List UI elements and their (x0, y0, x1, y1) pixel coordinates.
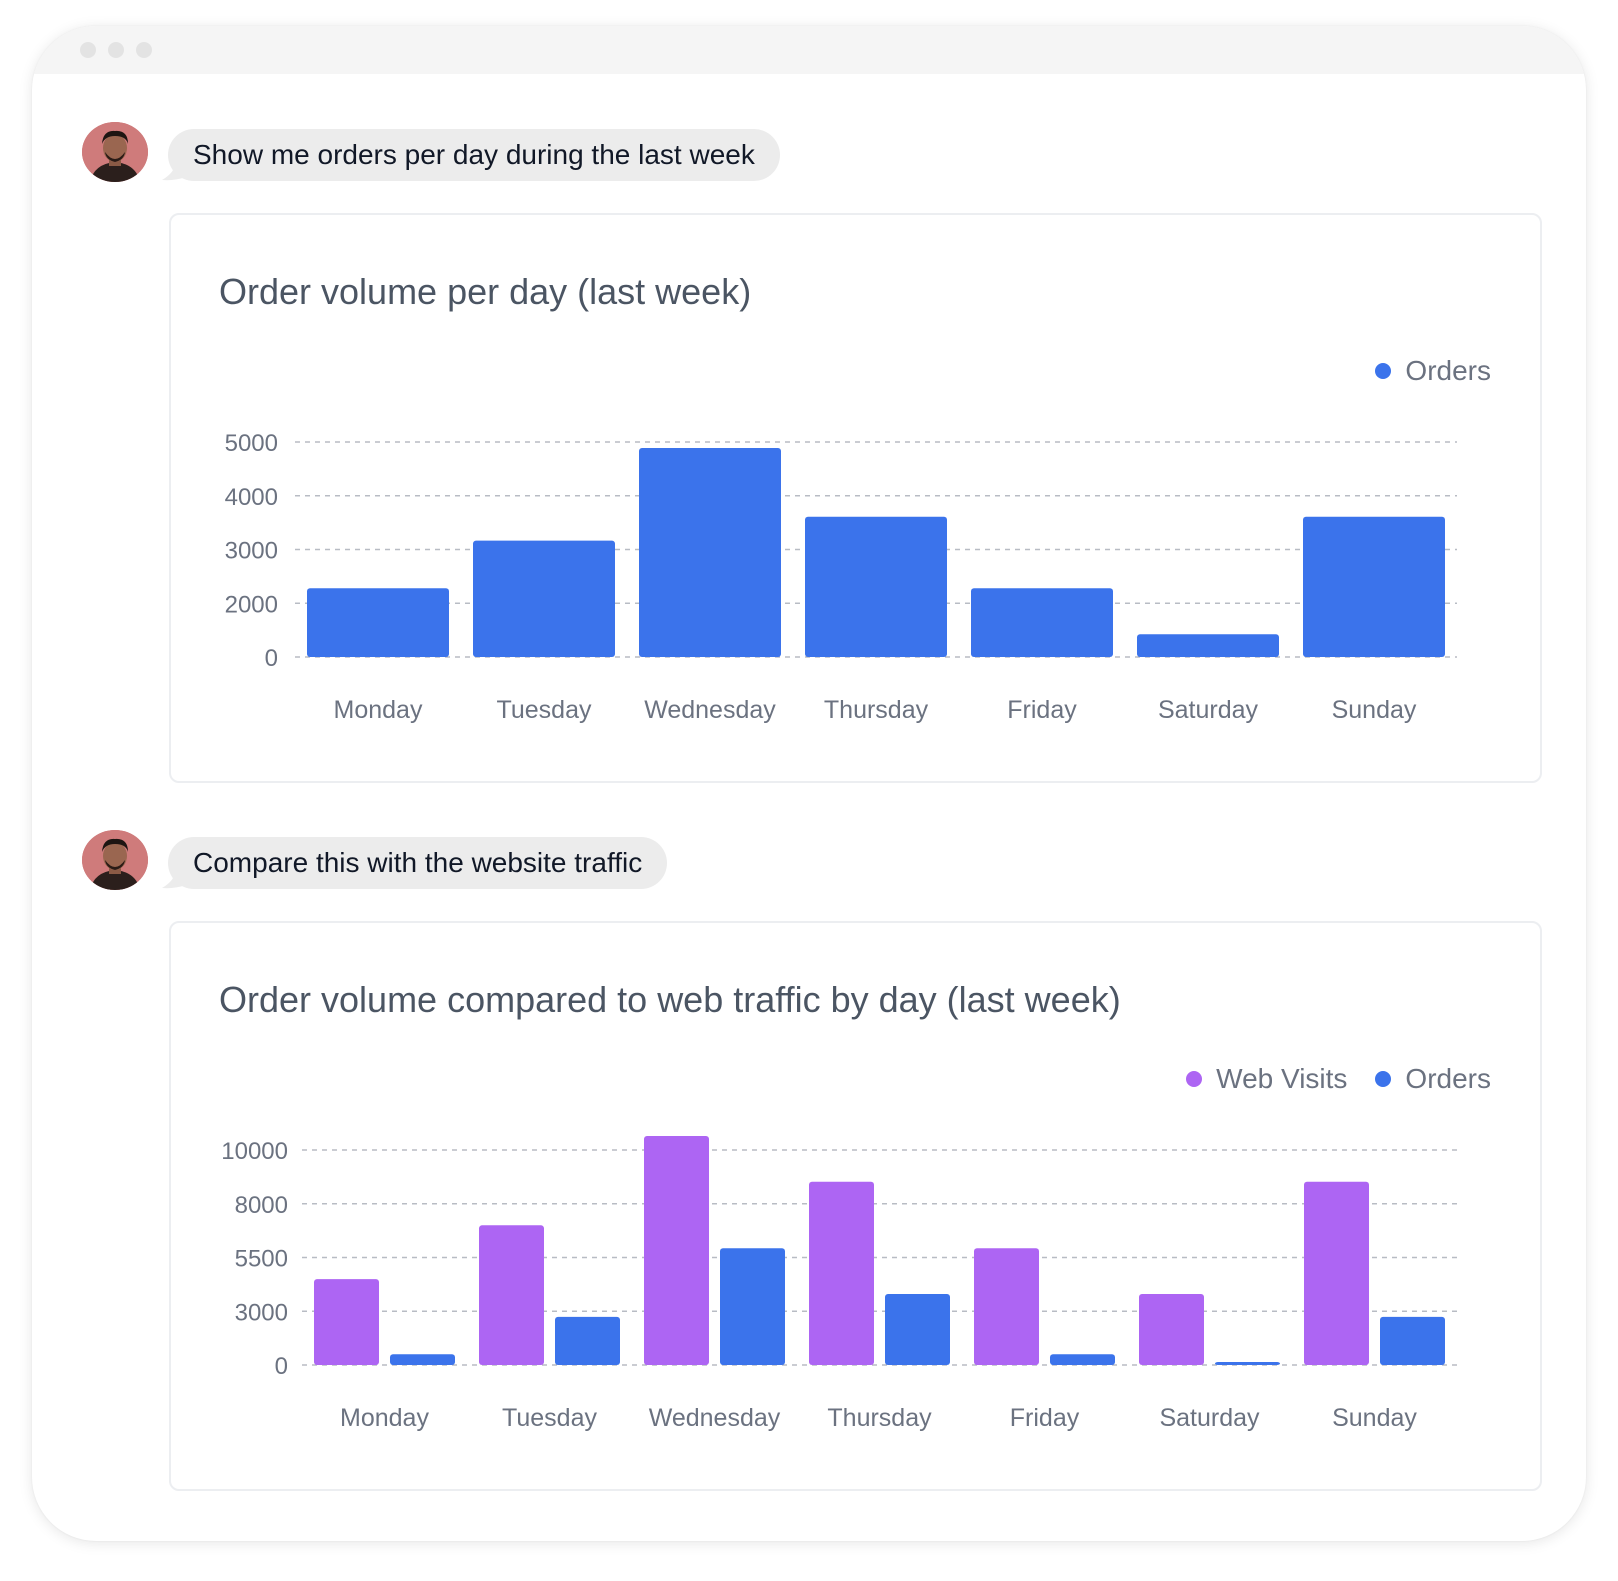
y-tick-label: 8000 (235, 1192, 288, 1219)
bar-orders (720, 1248, 785, 1365)
y-tick-label: 2000 (225, 591, 278, 618)
bar-orders (805, 516, 947, 657)
bar-web-visits (644, 1136, 709, 1365)
bar-web-visits (1139, 1294, 1204, 1365)
legend-label: Orders (1405, 1063, 1491, 1094)
y-tick-label: 10000 (221, 1138, 288, 1165)
legend-item-orders[interactable]: Orders (1375, 355, 1491, 387)
y-tick-label: 0 (265, 645, 278, 672)
bar-orders (473, 540, 615, 657)
x-tick-label: Sunday (1332, 696, 1417, 724)
bar-orders (555, 1316, 620, 1365)
x-tick-label: Monday (340, 1404, 429, 1432)
x-tick-label: Thursday (824, 696, 929, 724)
person-icon (82, 122, 148, 182)
chart-card-orders: Order volume per day (last week) Orders … (169, 213, 1542, 783)
y-tick-label: 0 (275, 1353, 288, 1380)
y-tick-label: 4000 (225, 484, 278, 511)
user-avatar (82, 122, 148, 182)
bar-chart-orders: 0 2000 3000 4000 5000 Monday Tuesday Wednesday T… (225, 430, 1457, 724)
x-tick-label: Thursday (827, 1404, 932, 1432)
window-titlebar (32, 26, 1586, 74)
x-tick-label: Friday (1007, 696, 1077, 724)
bar-orders (971, 588, 1113, 657)
bar-orders (1303, 516, 1445, 657)
bar-orders (1215, 1362, 1280, 1365)
x-tick-label: Wednesday (649, 1404, 781, 1432)
chart-legend: Orders (1375, 355, 1491, 387)
chart-card-orders-vs-traffic: Order volume compared to web traffic by … (169, 921, 1542, 1491)
window-dot[interactable] (80, 42, 96, 58)
chart-title: Order volume per day (last week) (219, 271, 752, 312)
window-dot[interactable] (108, 42, 124, 58)
user-message-bubble: Compare this with the website traffic (168, 837, 668, 889)
x-tick-label: Saturday (1158, 696, 1259, 724)
window-dot[interactable] (136, 42, 152, 58)
person-icon (82, 830, 148, 890)
bar-orders (885, 1294, 950, 1365)
x-tick-label: Wednesday (644, 696, 776, 724)
legend-swatch-icon (1375, 363, 1392, 379)
chart-title: Order volume compared to web traffic by … (219, 979, 1121, 1020)
bar-web-visits (809, 1181, 874, 1365)
y-tick-label: 3000 (225, 538, 278, 565)
bar-orders (390, 1354, 455, 1365)
x-tick-label: Tuesday (502, 1404, 597, 1432)
bar-web-visits (1304, 1181, 1369, 1365)
y-tick-label: 5500 (235, 1246, 288, 1273)
legend-item-web-visits[interactable]: Web Visits (1186, 1063, 1347, 1095)
x-tick-label: Sunday (1332, 1404, 1417, 1432)
legend-label: Web Visits (1216, 1063, 1348, 1094)
x-tick-label: Tuesday (497, 696, 592, 724)
bar-orders (307, 588, 449, 657)
legend-swatch-icon (1375, 1071, 1392, 1087)
bar-orders (639, 448, 781, 657)
bar-chart-orders-vs-traffic: 0 3000 5500 8000 10000 Monday Tuesday Wednesday… (221, 1136, 1457, 1432)
legend-item-orders[interactable]: Orders (1375, 1063, 1491, 1095)
bar-orders (1137, 634, 1279, 657)
chart-legend: Web Visits Orders (1186, 1063, 1491, 1095)
user-avatar (82, 830, 148, 890)
bar-web-visits (479, 1225, 544, 1365)
x-tick-label: Monday (334, 696, 423, 724)
bar-orders (1380, 1316, 1445, 1365)
y-tick-label: 5000 (225, 430, 278, 457)
legend-label: Orders (1405, 355, 1491, 386)
bar-orders (1050, 1354, 1115, 1365)
y-tick-label: 3000 (235, 1299, 288, 1326)
x-tick-label: Saturday (1159, 1404, 1260, 1432)
legend-swatch-icon (1186, 1071, 1203, 1087)
user-message-bubble: Show me orders per day during the last w… (168, 129, 780, 181)
x-tick-label: Friday (1010, 1404, 1080, 1432)
bar-web-visits (974, 1248, 1039, 1365)
bar-web-visits (314, 1279, 379, 1365)
